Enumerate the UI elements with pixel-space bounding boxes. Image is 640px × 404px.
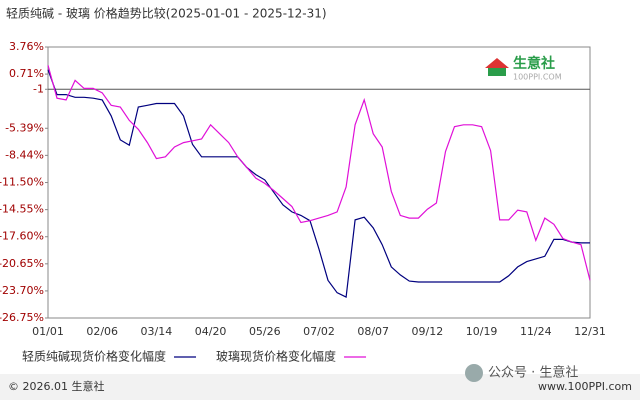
logo-icon — [485, 58, 509, 68]
legend-label: 玻璃现货价格变化幅度 — [216, 349, 336, 364]
x-tick-label: 07/02 — [303, 325, 335, 338]
x-tick-label: 10/19 — [466, 325, 498, 338]
y-tick-label: -17.60% — [0, 230, 44, 243]
x-tick-label: 03/14 — [141, 325, 173, 338]
logo-icon — [488, 68, 506, 76]
x-tick-label: 08/07 — [357, 325, 389, 338]
x-tick-label: 11/24 — [520, 325, 552, 338]
footer-bar — [0, 374, 640, 400]
logo: 生意社 100PPI.COM — [485, 55, 562, 82]
x-tick-label: 04/20 — [195, 325, 227, 338]
series-line — [47, 69, 590, 299]
logo-text: 生意社 — [513, 55, 555, 72]
plot-frame — [47, 46, 591, 319]
watermark-icon — [465, 364, 483, 382]
y-tick-label: 3.76% — [9, 40, 44, 53]
watermark: 公众号 · 生意社 — [488, 365, 578, 381]
x-tick-label: 01/01 — [32, 325, 64, 338]
x-tick-label: 12/31 — [574, 325, 606, 338]
footer-text: © 2026.01 生意社 — [8, 379, 104, 393]
y-tick-label: -8.44% — [5, 148, 44, 161]
y-tick-label: -20.65% — [0, 257, 44, 270]
y-tick-label: -14.55% — [0, 203, 44, 216]
y-tick-label: -26.75% — [0, 311, 44, 324]
series-line — [47, 65, 591, 281]
logo-sub: 100PPI.COM — [513, 73, 562, 82]
y-tick-label: 0.71% — [9, 67, 44, 80]
y-tick-label: -23.70% — [0, 284, 44, 297]
x-tick-label: 09/12 — [412, 325, 444, 338]
x-tick-label: 05/26 — [249, 325, 281, 338]
y-tick-label: -1 — [33, 82, 44, 95]
y-tick-label: -5.39% — [5, 121, 44, 134]
x-tick-label: 02/06 — [86, 325, 118, 338]
legend-label: 轻质纯碱现货价格变化幅度 — [22, 349, 166, 364]
chart-title: 轻质纯碱 - 玻璃 价格趋势比较(2025-01-01 - 2025-12-31… — [6, 6, 327, 21]
watermark-url: www.100PPI.com — [538, 380, 632, 393]
y-tick-label: -11.50% — [0, 176, 44, 189]
